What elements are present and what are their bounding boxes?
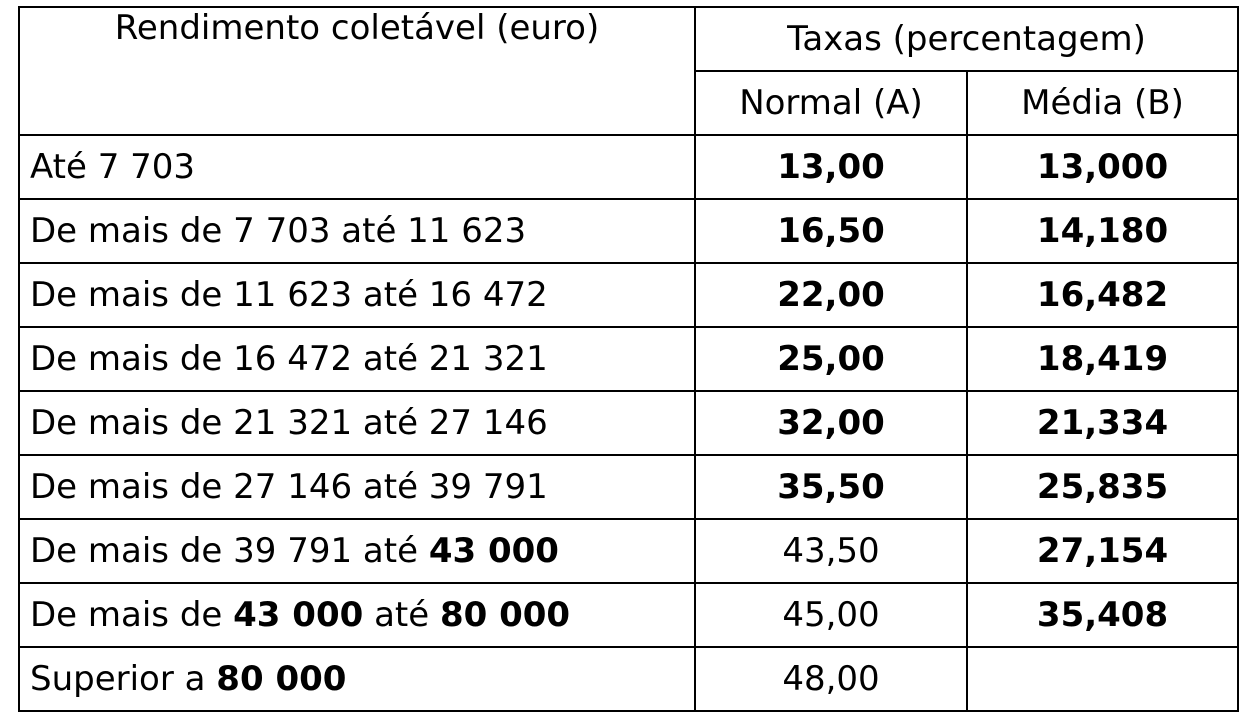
average-rate-cell: 16,482: [965, 262, 1240, 328]
income-bracket-text-part: De mais de 21 321 até 27 146: [30, 403, 548, 443]
income-bracket-cell: De mais de 21 321 até 27 146: [18, 390, 696, 456]
income-bracket-cell: De mais de 39 791 até 43 000: [18, 518, 696, 584]
table-row: De mais de 11 623 até 16 472 22,00 16,482: [18, 262, 1240, 328]
table-row: De mais de 7 703 até 11 623 16,50 14,180: [18, 198, 1240, 264]
income-bracket-text-part: Até 7 703: [30, 147, 196, 187]
header-row-sub: Normal (A) Média (B): [19, 70, 1240, 136]
income-bracket-text-part: De mais de 7 703 até 11 623: [30, 211, 527, 251]
income-bracket-text-part: até: [363, 595, 440, 635]
table-row: De mais de 43 000 até 80 000 45,00 35,408: [18, 582, 1240, 648]
tax-rates-table: Rendimento coletável (euro) Taxas (perce…: [18, 6, 1240, 712]
average-rate-cell: 21,334: [965, 390, 1240, 456]
average-rate-cell: 18,419: [965, 326, 1240, 392]
income-bracket-bold-part: 43 000: [428, 531, 559, 571]
normal-rate-cell: 43,50: [694, 518, 968, 584]
normal-rate-cell: 35,50: [694, 454, 968, 520]
header-row-group: Rendimento coletável (euro) Taxas (perce…: [18, 6, 1240, 136]
normal-rate-cell: 45,00: [694, 582, 968, 648]
normal-rate-header: Normal (A): [694, 70, 968, 136]
income-bracket-cell: De mais de 27 146 até 39 791: [18, 454, 696, 520]
income-bracket-text-part: Superior a: [30, 659, 217, 699]
rates-group-header: Taxas (percentagem): [693, 6, 1240, 72]
income-bracket-text-part: De mais de 27 146 até 39 791: [30, 467, 548, 507]
table-row: De mais de 21 321 até 27 146 32,00 21,334: [18, 390, 1240, 456]
average-rate-cell: 35,408: [965, 582, 1240, 648]
income-bracket-text-part: De mais de 16 472 até 21 321: [30, 339, 548, 379]
table-row: Até 7 703 13,00 13,000: [18, 134, 1240, 200]
normal-rate-cell: 22,00: [694, 262, 968, 328]
average-rate-cell: [965, 646, 1240, 712]
income-bracket-bold-part: 80 000: [216, 659, 347, 699]
average-rate-cell: 27,154: [965, 518, 1240, 584]
income-bracket-cell: De mais de 16 472 até 21 321: [18, 326, 696, 392]
normal-rate-cell: 16,50: [694, 198, 968, 264]
table-row: Superior a 80 000 48,00: [18, 646, 1240, 712]
table-row: De mais de 39 791 até 43 000 43,50 27,154: [18, 518, 1240, 584]
income-bracket-bold-part: 43 000: [233, 595, 364, 635]
income-bracket-bold-part: 80 000: [439, 595, 571, 635]
normal-rate-cell: 32,00: [694, 390, 968, 456]
income-bracket-text-part: De mais de 11 623 até 16 472: [30, 275, 548, 315]
income-bracket-text-part: De mais de 39 791 até: [30, 531, 429, 571]
income-bracket-cell: Até 7 703: [18, 134, 696, 200]
normal-rate-cell: 48,00: [694, 646, 968, 712]
normal-rate-cell: 13,00: [694, 134, 968, 200]
income-bracket-cell: De mais de 43 000 até 80 000: [18, 582, 696, 648]
income-column-header: Rendimento coletável (euro): [18, 6, 696, 136]
normal-rate-cell: 25,00: [694, 326, 968, 392]
table-row: De mais de 16 472 até 21 321 25,00 18,419: [18, 326, 1240, 392]
average-rate-cell: 13,000: [965, 134, 1240, 200]
income-bracket-cell: De mais de 7 703 até 11 623: [18, 198, 696, 264]
average-rate-cell: 14,180: [965, 198, 1240, 264]
average-rate-header: Média (B): [965, 70, 1240, 136]
income-bracket-cell: De mais de 11 623 até 16 472: [18, 262, 696, 328]
table-row: De mais de 27 146 até 39 791 35,50 25,835: [18, 454, 1240, 520]
income-bracket-cell: Superior a 80 000: [18, 646, 696, 712]
income-bracket-text-part: De mais de: [30, 595, 234, 635]
average-rate-cell: 25,835: [965, 454, 1240, 520]
